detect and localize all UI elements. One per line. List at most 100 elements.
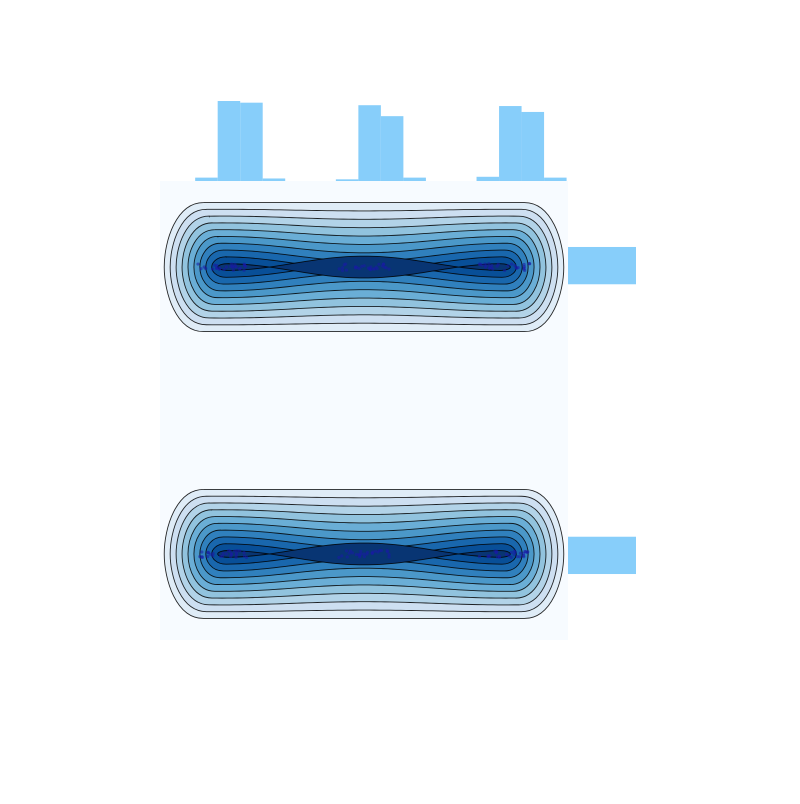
scatter-point <box>504 552 509 556</box>
marginal-y-bar <box>568 246 636 285</box>
scatter-point <box>381 262 386 266</box>
scatter-point <box>219 554 223 558</box>
scatter-point <box>231 268 235 272</box>
scatter-point <box>242 262 246 266</box>
scatter-point <box>522 555 526 559</box>
scatter-point <box>348 549 353 553</box>
scatter-point <box>243 265 248 269</box>
scatter-point <box>340 269 345 273</box>
scatter-point <box>233 262 237 266</box>
marginal-x-bar <box>521 111 545 181</box>
scatter-point <box>509 555 513 560</box>
scatter-point <box>385 548 389 553</box>
scatter-point <box>233 549 237 553</box>
scatter-point <box>514 266 518 270</box>
marginal-x-bar <box>335 179 359 181</box>
scatter-point <box>217 267 221 271</box>
scatter-point <box>362 264 366 268</box>
marginal-x-bar <box>217 101 241 181</box>
marginal-x-histogram <box>195 101 567 181</box>
scatter-point <box>222 267 226 272</box>
scatter-point <box>221 551 225 556</box>
scatter-point <box>374 265 378 269</box>
scatter-point <box>384 266 388 270</box>
scatter-point <box>235 549 239 553</box>
scatter-point <box>344 268 349 272</box>
scatter-point <box>238 266 242 270</box>
scatter-point <box>365 550 370 554</box>
scatter-point <box>200 550 204 554</box>
scatter-point <box>244 555 249 559</box>
scatter-point <box>503 268 507 273</box>
scatter-point <box>359 549 363 553</box>
scatter-point <box>214 266 219 270</box>
scatter-point <box>518 555 522 559</box>
scatter-points <box>196 261 532 560</box>
scatter-point <box>387 552 391 557</box>
scatter-point <box>387 267 391 271</box>
scatter-point <box>510 262 514 266</box>
scatter-point <box>230 262 234 266</box>
scatter-point <box>340 554 344 558</box>
scatter-point <box>523 268 527 272</box>
scatter-point <box>512 549 517 553</box>
scatter-point <box>509 550 514 555</box>
scatter-point <box>359 552 363 556</box>
scatter-point <box>484 264 488 268</box>
scatter-point <box>224 265 228 269</box>
scatter-point <box>238 549 242 553</box>
scatter-point <box>234 265 238 269</box>
marginal-y-bar <box>568 536 636 575</box>
marginal-x-bar <box>358 105 381 181</box>
scatter-point <box>337 267 341 271</box>
scatter-point <box>360 264 364 268</box>
scatter-point <box>480 263 484 267</box>
scatter-point <box>211 267 215 271</box>
scatter-point <box>518 551 523 555</box>
scatter-point <box>506 264 510 268</box>
marginal-x-bar <box>240 102 263 181</box>
marginal-x-bar <box>544 177 567 181</box>
scatter-point <box>229 552 233 557</box>
marginal-y-histogram <box>568 246 636 575</box>
scatter-point <box>486 555 490 559</box>
scatter-point <box>487 262 491 266</box>
scatter-point <box>370 551 374 555</box>
scatter-point <box>228 264 233 269</box>
scatter-point <box>379 548 384 553</box>
scatter-point <box>234 551 239 555</box>
scatter-point <box>497 555 502 559</box>
scatter-point <box>477 554 482 559</box>
scatter-point <box>487 266 492 271</box>
scatter-point <box>387 555 391 559</box>
scatter-point <box>353 266 358 270</box>
scatter-point <box>208 552 212 556</box>
scatter-point <box>224 552 229 556</box>
scatter-point <box>376 550 380 554</box>
marginal-x-bar <box>380 116 404 181</box>
scatter-point <box>204 266 208 271</box>
scatter-point <box>512 552 516 557</box>
scatter-point <box>525 550 529 555</box>
scatter-point <box>523 550 527 554</box>
scatter-point <box>495 264 499 268</box>
scatter-point <box>362 555 367 559</box>
scatter-point <box>344 262 348 266</box>
scatter-point <box>527 261 531 266</box>
scatter-point <box>358 555 362 559</box>
scatter-point <box>215 263 219 268</box>
marginal-x-bar <box>476 176 500 181</box>
scatter-point <box>522 265 526 269</box>
scatter-point <box>354 553 358 557</box>
scatter-point <box>337 555 341 560</box>
scatter-point <box>199 267 203 271</box>
scatter-point <box>227 549 231 553</box>
scatter-point <box>211 554 215 558</box>
scatter-point <box>196 262 200 266</box>
scatter-point <box>344 549 348 553</box>
scatter-point <box>242 551 246 555</box>
scatter-point <box>515 555 520 559</box>
scatter-point <box>350 551 355 555</box>
